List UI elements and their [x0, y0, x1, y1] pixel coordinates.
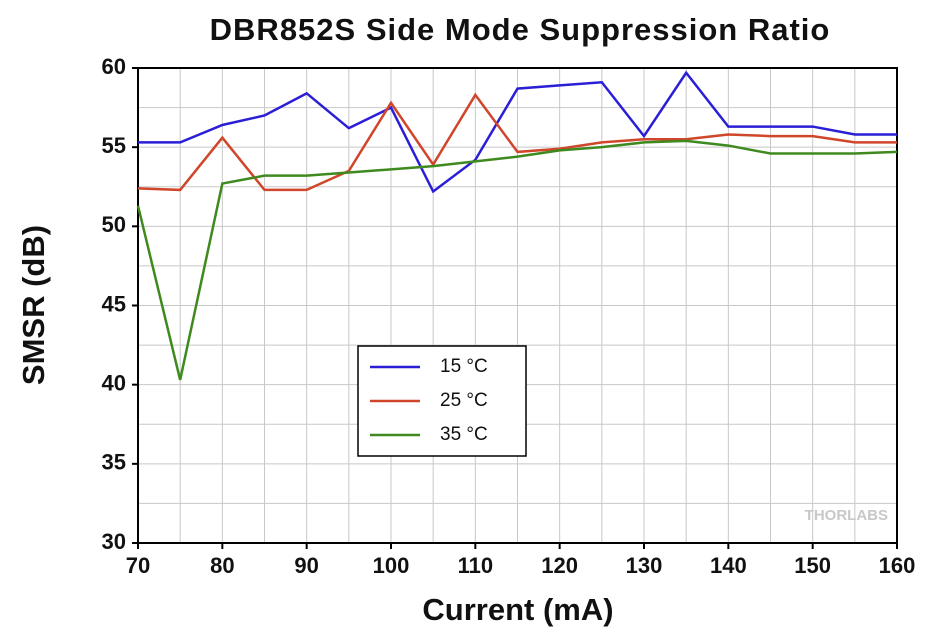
y-tick-label: 30 — [102, 529, 126, 554]
x-tick-label: 130 — [626, 553, 663, 578]
y-tick-label: 45 — [102, 291, 126, 316]
series-line — [136, 139, 898, 381]
x-axis-label: Current (mA) — [422, 592, 613, 627]
watermark: THORLABS — [805, 507, 888, 524]
x-tick-label: 80 — [210, 553, 234, 578]
x-tick-label: 150 — [794, 553, 831, 578]
y-tick-label: 55 — [102, 133, 126, 158]
y-tick-label: 40 — [102, 370, 126, 395]
x-tick-label: 90 — [294, 553, 318, 578]
x-tick-label: 160 — [879, 553, 916, 578]
chart-title: DBR852S Side Mode Suppression Ratio — [210, 12, 831, 47]
y-tick-label: 35 — [102, 450, 126, 475]
y-tick-label: 50 — [102, 212, 126, 237]
legend-label: 25 °C — [440, 390, 488, 411]
y-tick-label: 60 — [102, 54, 126, 79]
series-line — [138, 70, 897, 194]
y-axis-label: SMSR (dB) — [16, 225, 51, 385]
plot-frame — [137, 67, 898, 544]
x-tick-label: 100 — [373, 553, 410, 578]
x-tick-label: 120 — [541, 553, 578, 578]
legend-label: 15 °C — [440, 356, 488, 377]
legend-label: 35 °C — [440, 424, 488, 445]
x-tick-label: 140 — [710, 553, 747, 578]
x-tick-label: 70 — [126, 553, 150, 578]
series-line — [137, 92, 897, 192]
x-tick-label: 110 — [458, 553, 494, 578]
